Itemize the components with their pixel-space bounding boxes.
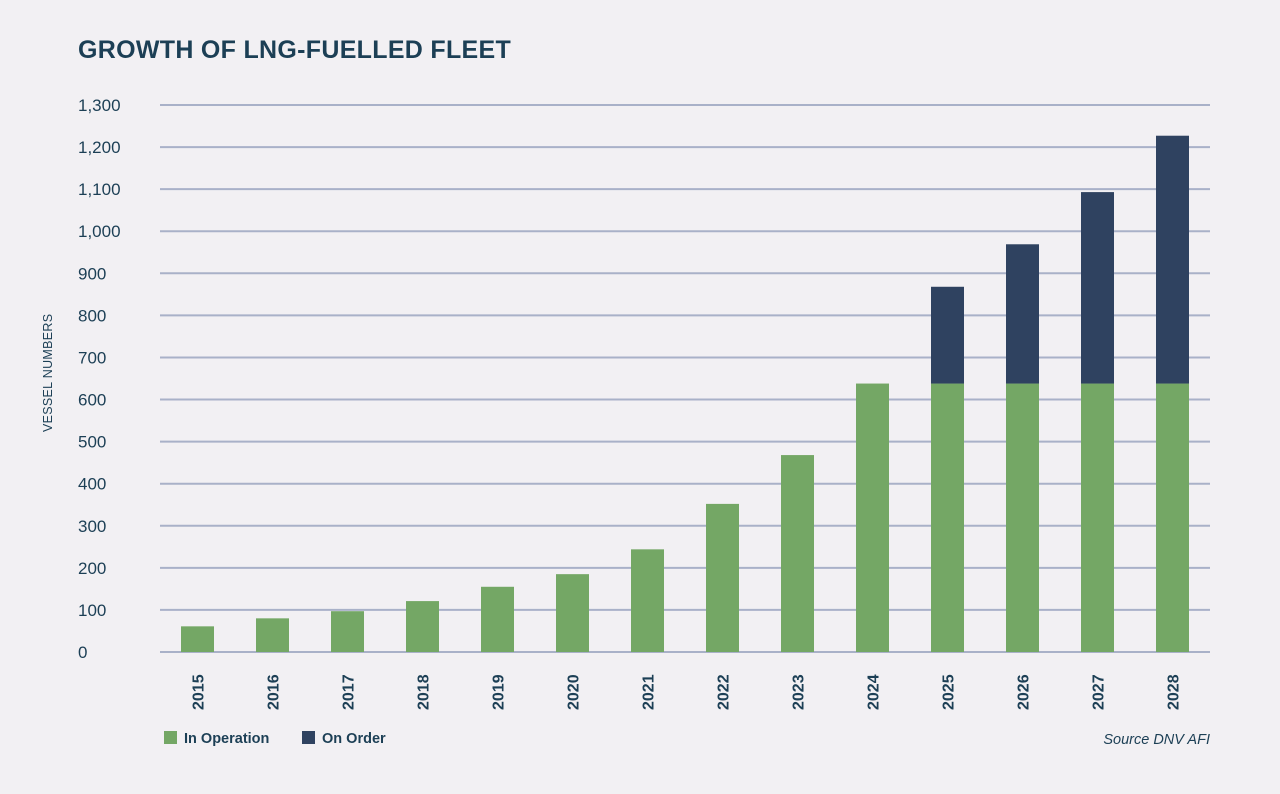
- y-tick-label: 0: [78, 643, 87, 662]
- y-axis-label: VESSEL NUMBERS: [41, 314, 55, 432]
- x-tick-label: 2019: [491, 674, 508, 710]
- x-tick-label: 2017: [341, 674, 358, 710]
- bar-in-operation-2026: [1006, 383, 1039, 652]
- x-tick-label: 2023: [791, 674, 808, 710]
- bar-in-operation-2027: [1081, 383, 1114, 652]
- y-tick-label: 1,100: [78, 180, 121, 199]
- x-tick-label: 2028: [1166, 674, 1183, 710]
- bar-in-operation-2024: [856, 383, 889, 652]
- bar-in-operation-2016: [256, 618, 289, 652]
- bar-in-operation-2017: [331, 611, 364, 652]
- y-tick-label: 800: [78, 306, 106, 325]
- source-note: Source DNV AFI: [1103, 732, 1210, 748]
- y-tick-label: 500: [78, 433, 106, 452]
- x-tick-label: 2021: [641, 674, 658, 710]
- y-tick-label: 100: [78, 601, 106, 620]
- bar-in-operation-2028: [1156, 383, 1189, 652]
- y-tick-label: 400: [78, 475, 106, 494]
- x-tick-label: 2022: [716, 674, 733, 710]
- y-tick-label: 1,200: [78, 138, 121, 157]
- bar-in-operation-2018: [406, 601, 439, 652]
- bar-in-operation-2022: [706, 503, 739, 652]
- bar-in-operation-2021: [631, 549, 664, 652]
- bar-on-order-2026: [1006, 244, 1039, 384]
- y-tick-label: 1,000: [78, 222, 121, 241]
- x-tick-label: 2018: [416, 674, 433, 710]
- x-tick-label: 2027: [1091, 674, 1108, 710]
- bar-in-operation-2023: [781, 455, 814, 652]
- x-tick-label: 2024: [866, 674, 883, 710]
- bar-on-order-2027: [1081, 192, 1114, 384]
- bar-on-order-2028: [1156, 135, 1189, 384]
- legend-label: On Order: [322, 731, 386, 747]
- y-tick-label: 200: [78, 559, 106, 578]
- x-tick-label: 2015: [191, 674, 208, 710]
- x-tick-label: 2016: [266, 674, 283, 710]
- legend-swatch-on-order: [302, 731, 315, 744]
- y-tick-label: 900: [78, 264, 106, 283]
- bar-in-operation-2020: [556, 574, 589, 652]
- bar-in-operation-2015: [181, 626, 214, 652]
- chart-title: GROWTH OF LNG-FUELLED FLEET: [78, 36, 512, 64]
- x-tick-label: 2025: [941, 674, 958, 710]
- bar-on-order-2025: [931, 286, 964, 384]
- y-tick-label: 1,300: [78, 96, 121, 115]
- legend-label: In Operation: [184, 731, 269, 747]
- y-tick-label: 300: [78, 517, 106, 536]
- x-tick-label: 2026: [1016, 674, 1033, 710]
- y-tick-label: 600: [78, 391, 106, 410]
- x-tick-label: 2020: [566, 674, 583, 710]
- legend-swatch-in-operation: [164, 731, 177, 744]
- bar-in-operation-2025: [931, 383, 964, 652]
- bar-in-operation-2019: [481, 586, 514, 652]
- y-tick-label: 700: [78, 348, 106, 367]
